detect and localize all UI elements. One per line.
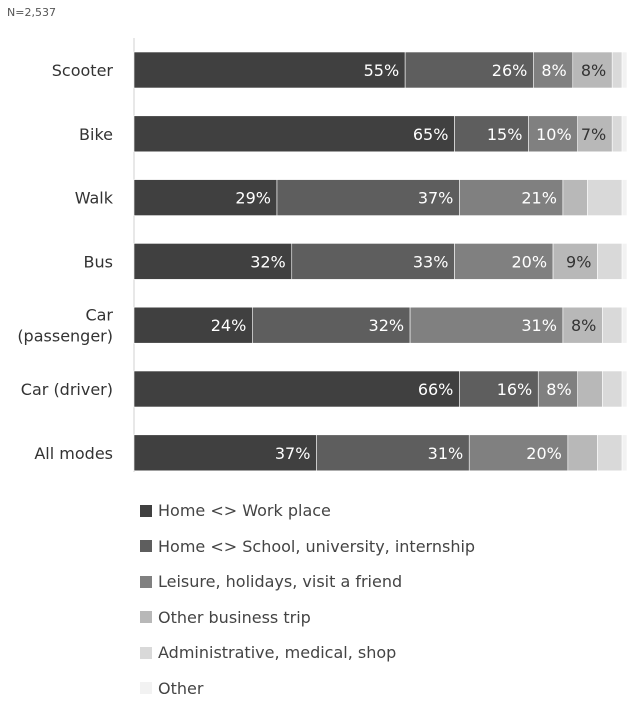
legend-label: Other business trip <box>158 608 311 627</box>
data-label: 21% <box>521 189 557 208</box>
bar-segment <box>622 180 627 216</box>
bar-segment <box>612 52 622 88</box>
data-label: 66% <box>418 380 454 399</box>
data-label: 31% <box>521 316 557 335</box>
data-label: 37% <box>275 444 311 463</box>
category-label: Walk <box>75 189 114 208</box>
legend-swatch <box>140 576 152 588</box>
bar-segment <box>622 116 627 152</box>
chart-legend: Home <> Work place Home <> School, univer… <box>140 493 475 706</box>
category-label: Scooter <box>52 61 114 80</box>
data-label: 9% <box>566 252 591 271</box>
bar-segment <box>602 371 622 407</box>
data-label: 31% <box>428 444 464 463</box>
category-label: Car(passenger) <box>17 306 113 346</box>
category-label: Car (driver) <box>21 380 113 399</box>
bar-segment <box>622 52 627 88</box>
legend-label: Home <> Work place <box>158 501 331 520</box>
legend-item: Other business trip <box>140 600 475 636</box>
data-label: 8% <box>541 61 566 80</box>
legend-item: Home <> School, university, internship <box>140 529 475 565</box>
bar-segment <box>578 371 603 407</box>
legend-label: Administrative, medical, shop <box>158 643 396 662</box>
bar-segment <box>602 307 622 343</box>
legend-swatch <box>140 540 152 552</box>
data-label: 7% <box>581 125 606 144</box>
data-label: 32% <box>369 316 405 335</box>
bar-segment <box>588 180 623 216</box>
bar-segment <box>134 116 454 152</box>
bar-segment <box>612 116 622 152</box>
legend-item: Home <> Work place <box>140 493 475 529</box>
data-label: 20% <box>511 252 547 271</box>
legend-swatch <box>140 647 152 659</box>
legend-label: Leisure, holidays, visit a friend <box>158 572 402 591</box>
data-label: 32% <box>250 252 286 271</box>
bar-segment <box>597 243 622 279</box>
data-label: 24% <box>211 316 247 335</box>
data-label: 8% <box>546 380 571 399</box>
bar-segment <box>622 371 627 407</box>
legend-label: Other <box>158 679 203 698</box>
data-label: 20% <box>526 444 562 463</box>
bar-segment <box>568 435 598 471</box>
sample-size-note: N=2,537 <box>7 6 56 19</box>
stacked-bar-chart: 55% 26% 8% 8% 65% 15% 10% 7% 29% 37% 21% 32% 33% 20% 9… <box>0 0 627 490</box>
data-label: 8% <box>581 61 606 80</box>
data-label: 8% <box>571 316 596 335</box>
data-label: 16% <box>497 380 533 399</box>
data-label: 65% <box>413 125 449 144</box>
bar-segment <box>134 371 459 407</box>
data-label: 29% <box>235 189 271 208</box>
data-label: 26% <box>492 61 528 80</box>
data-label: 33% <box>413 252 449 271</box>
legend-swatch <box>140 682 152 694</box>
legend-swatch <box>140 505 152 517</box>
category-label: Bus <box>84 252 113 271</box>
bar-segment <box>622 243 627 279</box>
bar-segment <box>622 307 627 343</box>
bar-segment <box>622 435 627 471</box>
bar-segment <box>563 180 588 216</box>
data-label: 15% <box>487 125 523 144</box>
bar-segment <box>597 435 622 471</box>
data-label: 55% <box>364 61 400 80</box>
legend-item: Leisure, holidays, visit a friend <box>140 564 475 600</box>
data-label: 37% <box>418 189 454 208</box>
legend-swatch <box>140 611 152 623</box>
legend-label: Home <> School, university, internship <box>158 537 475 556</box>
category-label: Bike <box>79 125 113 144</box>
data-label: 10% <box>536 125 572 144</box>
category-label: All modes <box>34 444 113 463</box>
legend-item: Other <box>140 671 475 706</box>
legend-item: Administrative, medical, shop <box>140 635 475 671</box>
